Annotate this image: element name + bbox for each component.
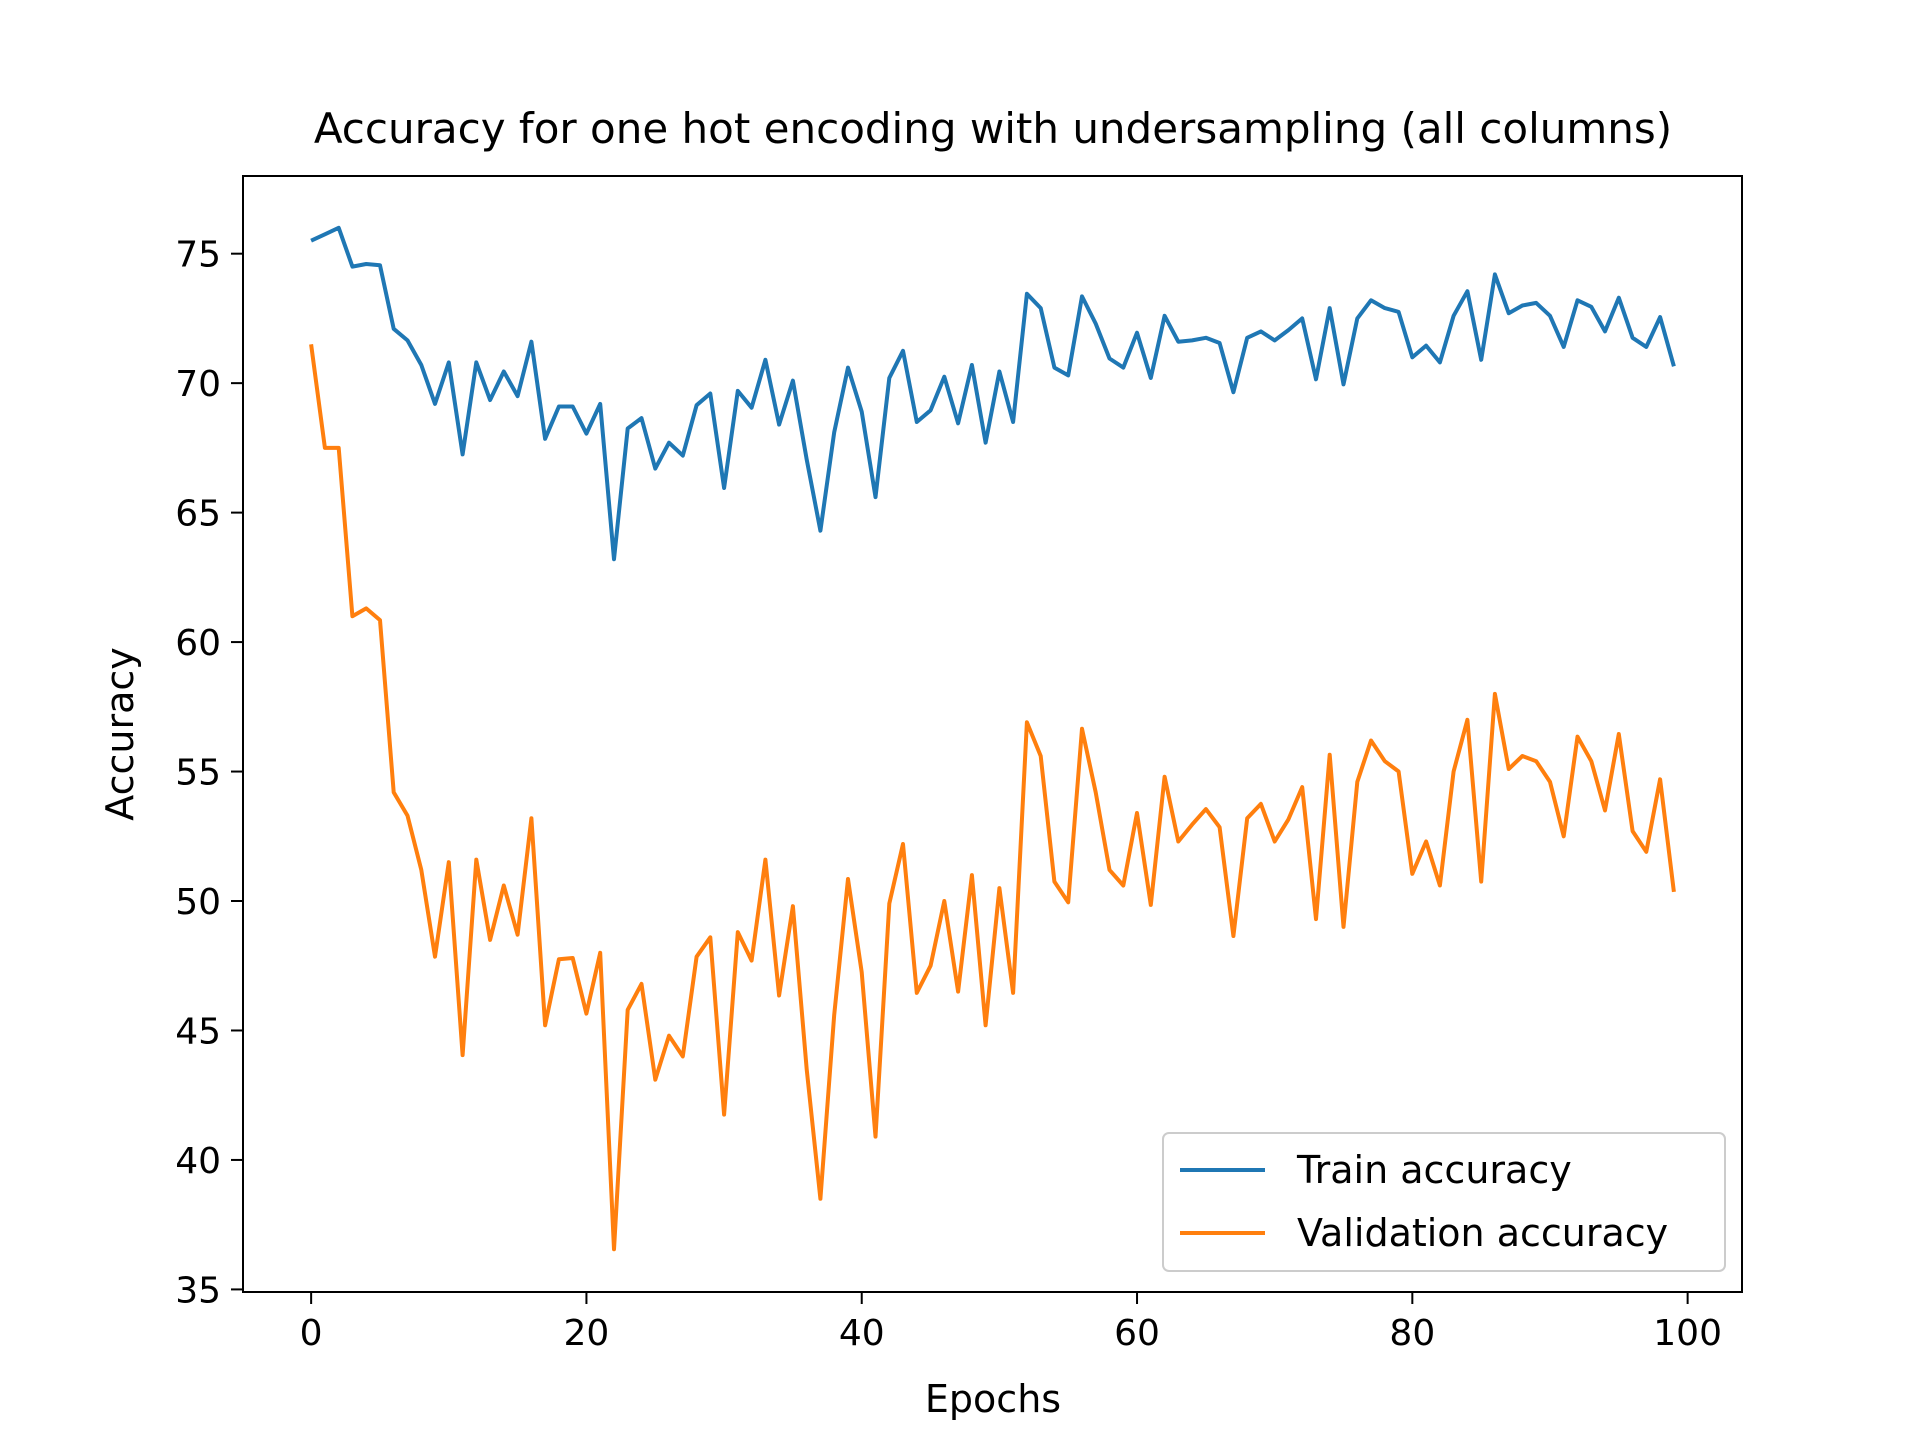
chart-title: Accuracy for one hot encoding with under… [314, 104, 1672, 153]
legend-box [1162, 1132, 1726, 1272]
y-tick-label: 45 [175, 1011, 221, 1052]
x-tick-label: 40 [839, 1313, 885, 1354]
x-axis-label: Epochs [925, 1377, 1061, 1421]
y-axis-label: Accuracy [98, 647, 142, 821]
y-tick-label: 50 [175, 882, 221, 923]
plot-lines [309, 225, 1676, 1252]
x-axis-ticks: 0 20 40 60 80 100 [300, 1292, 1722, 1354]
series-line-train [310, 225, 1676, 562]
x-tick-label: 0 [300, 1313, 323, 1354]
x-tick-label: 60 [1114, 1313, 1160, 1354]
y-tick-label: 55 [175, 753, 221, 794]
legend-label-validation: Validation accuracy [1297, 1211, 1668, 1255]
legend: Train accuracy Validation accuracy [1162, 1132, 1726, 1272]
x-tick-label: 80 [1389, 1313, 1435, 1354]
legend-label-train: Train accuracy [1296, 1148, 1572, 1192]
series-line-validation [309, 344, 1676, 1252]
y-tick-label: 60 [175, 623, 221, 664]
y-tick-label: 75 [175, 235, 221, 276]
plot-frame [242, 175, 1743, 1293]
x-tick-label: 100 [1653, 1313, 1722, 1354]
y-tick-label: 70 [175, 364, 221, 405]
y-tick-label: 40 [175, 1141, 221, 1182]
y-tick-label: 65 [175, 494, 221, 535]
y-axis-ticks: 35 40 45 50 55 60 65 70 75 [175, 235, 243, 1311]
x-tick-label: 20 [564, 1313, 610, 1354]
y-tick-label: 35 [175, 1270, 221, 1311]
